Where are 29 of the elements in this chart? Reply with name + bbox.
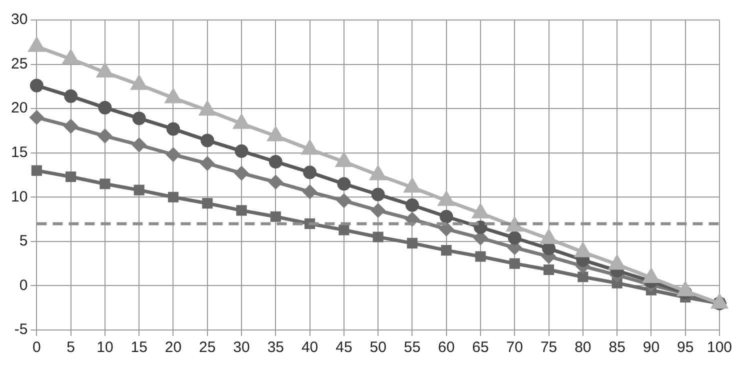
x-tick-label: 0 xyxy=(32,339,41,356)
x-tick-label: 35 xyxy=(267,339,284,356)
x-tick-label: 50 xyxy=(370,339,386,356)
x-tick-label: 15 xyxy=(130,339,148,356)
x-tick-label: 20 xyxy=(164,339,182,356)
x-tick-label: 55 xyxy=(404,339,421,356)
x-tick-label: 95 xyxy=(677,339,694,356)
y-tick-label: 5 xyxy=(19,232,28,250)
y-tick-label: 20 xyxy=(10,100,28,117)
y-tick-label: 10 xyxy=(10,188,28,206)
y-tick-label: 25 xyxy=(10,55,28,72)
x-tick-label: 90 xyxy=(642,339,660,356)
x-tick-label: 25 xyxy=(199,339,216,356)
x-tick-label: 85 xyxy=(608,339,626,356)
x-tick-label: 60 xyxy=(438,339,455,356)
y-tick-label: -5 xyxy=(14,321,28,338)
x-tick-label: 100 xyxy=(706,339,732,356)
x-tick-label: 75 xyxy=(540,339,558,356)
x-tick-label: 80 xyxy=(574,339,592,356)
y-tick-label: 30 xyxy=(10,11,28,28)
x-tick-label: 40 xyxy=(301,339,318,356)
x-tick-label: 5 xyxy=(66,339,75,356)
x-tick-label: 30 xyxy=(233,339,250,356)
y-tick-label: 0 xyxy=(19,276,28,294)
x-tick-label: 70 xyxy=(506,339,523,356)
x-tick-label: 45 xyxy=(336,339,352,356)
y-tick-label: 15 xyxy=(10,144,28,161)
x-tick-label: 10 xyxy=(96,339,114,356)
x-tick-label: 65 xyxy=(472,339,489,356)
